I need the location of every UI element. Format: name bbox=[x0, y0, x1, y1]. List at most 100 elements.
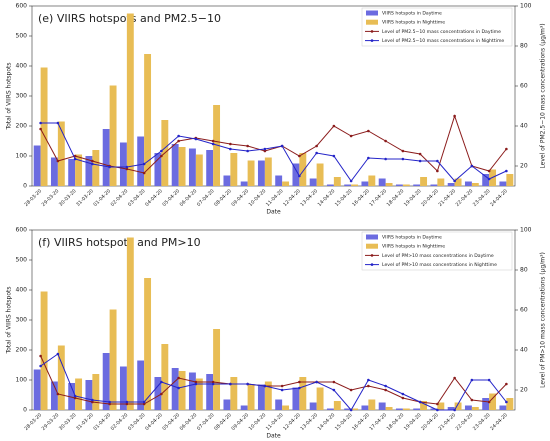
bar bbox=[85, 156, 93, 186]
y-tick-label: 100 bbox=[16, 153, 28, 160]
x-tick-label: 29-03-20 bbox=[41, 412, 61, 432]
line-marker bbox=[401, 149, 405, 153]
x-tick-label: 31-03-20 bbox=[75, 412, 95, 432]
bar bbox=[275, 399, 283, 410]
line-marker bbox=[160, 149, 163, 153]
line-marker bbox=[367, 156, 370, 160]
bar bbox=[413, 408, 421, 410]
line-marker bbox=[418, 152, 422, 156]
line-marker bbox=[367, 378, 370, 382]
x-tick-label: 21-04-20 bbox=[437, 188, 457, 208]
bar bbox=[33, 145, 41, 186]
line-marker bbox=[194, 137, 198, 141]
y-tick-label: 500 bbox=[16, 257, 28, 264]
bar bbox=[378, 402, 386, 410]
y2-tick-label: 40 bbox=[520, 347, 528, 354]
line-marker bbox=[453, 179, 456, 183]
bar bbox=[33, 369, 41, 410]
line-marker bbox=[487, 169, 491, 173]
bar bbox=[247, 160, 255, 186]
x-tick-label: 30-03-20 bbox=[58, 188, 78, 208]
y-tick-label: 200 bbox=[16, 123, 28, 130]
x-tick-label: 11-04-20 bbox=[265, 412, 285, 432]
line-marker bbox=[246, 149, 249, 153]
x-tick-label: 20-04-20 bbox=[420, 412, 440, 432]
bar bbox=[257, 160, 265, 186]
bar bbox=[299, 153, 307, 186]
legend-swatch bbox=[366, 243, 378, 249]
bar bbox=[119, 142, 127, 186]
line-marker bbox=[39, 127, 42, 131]
bar bbox=[464, 405, 472, 410]
bar bbox=[102, 129, 110, 186]
x-tick-label: 12-04-20 bbox=[282, 188, 302, 208]
bar bbox=[137, 360, 145, 410]
line-marker bbox=[332, 154, 336, 158]
bar bbox=[430, 184, 438, 186]
line-marker bbox=[384, 139, 387, 143]
bar bbox=[50, 157, 58, 186]
line-marker bbox=[91, 162, 94, 166]
y2-tick-label: 100 bbox=[520, 3, 532, 10]
line-marker bbox=[246, 382, 249, 386]
line-marker bbox=[73, 396, 77, 400]
y2-tick-label: 20 bbox=[520, 163, 528, 170]
line-marker bbox=[384, 157, 387, 161]
line-marker bbox=[401, 396, 405, 400]
line-marker bbox=[229, 142, 232, 146]
line-marker bbox=[401, 157, 405, 161]
line-marker bbox=[470, 378, 474, 382]
bar bbox=[275, 175, 283, 186]
y-tick-label: 0 bbox=[23, 183, 27, 190]
bar bbox=[420, 177, 428, 186]
line-marker bbox=[229, 147, 232, 151]
bar bbox=[223, 175, 231, 186]
bar bbox=[126, 237, 134, 410]
x-tick-label: 08-04-20 bbox=[213, 412, 233, 432]
x-tick-label: 28-03-20 bbox=[23, 412, 43, 432]
x-tick-label: 08-04-20 bbox=[213, 188, 233, 208]
y2-tick-label: 40 bbox=[520, 123, 528, 130]
bar bbox=[109, 85, 117, 186]
bar bbox=[454, 402, 462, 410]
line-marker bbox=[125, 167, 129, 171]
bar bbox=[499, 405, 507, 410]
y-tick-label: 400 bbox=[16, 287, 28, 294]
bar bbox=[482, 398, 490, 410]
legend-label: VIIRS hotspots in Daytime bbox=[382, 11, 442, 17]
y2-tick-label: 80 bbox=[520, 43, 528, 50]
line-marker bbox=[298, 174, 301, 178]
bar bbox=[430, 408, 438, 410]
legend-label: VIIRS hotspots in Daytime bbox=[382, 235, 442, 241]
line-marker bbox=[280, 384, 284, 388]
bar bbox=[351, 184, 359, 186]
x-tick-label: 01-04-20 bbox=[92, 412, 112, 432]
bar bbox=[361, 405, 369, 410]
x-tick-label: 24-04-20 bbox=[489, 412, 509, 432]
line-marker bbox=[298, 154, 301, 158]
legend-label: Level of PM2.5−10 mass concentrations in… bbox=[382, 29, 501, 35]
bar bbox=[437, 402, 445, 410]
bar bbox=[257, 384, 265, 410]
legend-label: Level of PM2.5−10 mass concentrations in… bbox=[382, 38, 504, 44]
x-tick-label: 18-04-20 bbox=[386, 412, 406, 432]
bar bbox=[506, 398, 514, 410]
y-tick-label: 0 bbox=[23, 407, 27, 414]
bar bbox=[437, 178, 445, 186]
line-marker bbox=[211, 139, 215, 143]
line-marker bbox=[91, 159, 94, 163]
line-marker bbox=[108, 400, 111, 404]
bar bbox=[385, 407, 393, 410]
y-tick-label: 600 bbox=[16, 3, 28, 10]
line-marker bbox=[349, 179, 353, 183]
bar bbox=[264, 381, 272, 410]
bar bbox=[75, 378, 83, 410]
panel: (f) VIIRS hotspots and PM>10 0 100 200 300 40… bbox=[6, 227, 547, 440]
line-marker bbox=[367, 384, 370, 388]
line-marker bbox=[418, 400, 422, 404]
bar bbox=[489, 393, 497, 410]
bar bbox=[144, 54, 152, 186]
bar bbox=[178, 371, 186, 410]
line-marker bbox=[505, 382, 508, 386]
